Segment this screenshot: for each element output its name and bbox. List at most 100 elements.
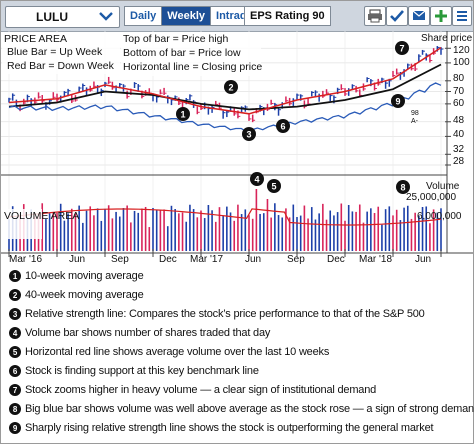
red-bar-note: Red Bar = Down Week: [7, 60, 114, 72]
tab-weekly[interactable]: Weekly: [161, 6, 212, 26]
check-button[interactable]: [386, 6, 408, 26]
legend-item: 5 Horizontal red line shows average volum…: [9, 344, 329, 360]
price-area-backdrop: [2, 32, 120, 74]
volume-tick: 25,000,000: [406, 192, 457, 203]
symbol-selector[interactable]: LULU: [5, 6, 120, 28]
price-tick: 70: [453, 86, 465, 97]
x-label: Mar '18: [359, 254, 393, 265]
legend-item: 2 40-week moving average: [9, 287, 144, 303]
legend-item: 7 Stock zooms higher in heavy volume — a …: [9, 382, 376, 398]
price-tick: 100: [453, 57, 470, 68]
share-price-label: Share price: [421, 33, 473, 44]
x-label: Dec: [159, 254, 177, 265]
number-badge: 1: [9, 270, 21, 282]
legend-text: 40-week moving average: [25, 289, 144, 301]
legend-text: Big blue bar shows volume was well above…: [25, 403, 474, 415]
legend-text: Sharply rising relative strength line sh…: [25, 422, 434, 434]
marker-number: 2: [228, 83, 233, 93]
marker-number: 9: [395, 97, 400, 107]
bar-high-note: Top of bar = Price high: [123, 33, 229, 45]
legend-item: 6 Stock is finding support at this key be…: [9, 363, 259, 379]
legend-text: Horizontal red line shows average volume…: [25, 346, 330, 358]
x-label: Jun: [415, 254, 432, 265]
printer-icon: [368, 9, 382, 23]
x-label: Jun: [245, 254, 262, 265]
check-icon: [390, 10, 404, 22]
marker-number: 3: [246, 130, 251, 140]
40-week-moving-average-line: [8, 63, 442, 111]
marker-number: 1: [180, 110, 185, 120]
chevron-down-icon[interactable]: [96, 9, 116, 24]
number-badge: 6: [9, 365, 21, 377]
price-tick: 120: [453, 45, 470, 56]
price-tick: 60: [453, 98, 465, 109]
price-tick: 28: [453, 156, 465, 167]
volume-tick: 6,000,000: [417, 211, 462, 222]
menu-icon: [457, 11, 467, 21]
symbol-text: LULU: [36, 10, 68, 24]
callout-marker-4: 4: [250, 172, 264, 186]
number-badge: 7: [9, 384, 21, 396]
number-badge: 4: [9, 327, 21, 339]
rs-rating-grade: A-: [411, 118, 418, 125]
x-label: Mar '17: [190, 254, 224, 265]
blue-bar-note: Blue Bar = Up Week: [7, 46, 103, 58]
legend-item: 8 Big blue bar shows volume was well abov…: [9, 401, 474, 417]
plus-icon: [435, 10, 447, 22]
bar-low-note: Bottom of bar = Price low: [123, 47, 241, 59]
add-button[interactable]: [430, 6, 452, 26]
number-badge: 9: [9, 422, 21, 434]
marker-circle: [267, 179, 281, 193]
marker-number: 8: [400, 183, 405, 193]
x-label: Dec: [327, 254, 345, 265]
callout-marker-6: 6: [276, 119, 290, 133]
relative-strength-line: [8, 82, 442, 133]
x-label: Sep: [111, 254, 129, 265]
marker-number: 4: [254, 175, 259, 185]
rs-rating-value: 98: [411, 110, 419, 117]
callout-marker-8: 8: [396, 180, 410, 194]
legend-text: Stock zooms higher in heavy volume — a c…: [25, 384, 377, 396]
marker-number: 7: [399, 44, 404, 54]
marker-circle: [396, 180, 410, 194]
legend-text: 10-week moving average: [25, 270, 144, 282]
legend-item: 3 Relative strength line: Compares the st…: [9, 306, 425, 322]
volume-area-backdrop: [2, 209, 42, 239]
price-tick: 80: [453, 73, 465, 84]
price-tick: 40: [453, 129, 465, 140]
number-badge: 3: [9, 308, 21, 320]
legend-text: Relative strength line: Compares the sto…: [25, 308, 425, 320]
marker-circle: [242, 127, 256, 141]
callout-marker-5: 5: [267, 179, 281, 193]
marker-circle: [250, 172, 264, 186]
marker-circle: [395, 41, 409, 55]
10-week-moving-average-line: [8, 46, 442, 115]
volume-average-line: [8, 208, 442, 226]
email-button[interactable]: [408, 6, 430, 26]
period-tabs: Daily Weekly Intraday: [124, 6, 265, 26]
legend-text: Volume bar shows number of shares traded…: [25, 327, 271, 339]
price-area-title: PRICE AREA: [4, 33, 68, 45]
x-label: Sep: [287, 254, 305, 265]
marker-circle: [391, 94, 405, 108]
toolbar: LULU Daily Weekly Intraday EPS Rating 90: [1, 1, 473, 32]
marker-number: 6: [280, 122, 285, 132]
callout-marker-9: 9: [391, 94, 405, 108]
callout-marker-2: 2: [224, 80, 238, 94]
callout-marker-1: 1: [176, 107, 190, 121]
x-label: Jun: [69, 254, 86, 265]
volume-label: Volume: [426, 181, 460, 192]
callout-marker-3: 3: [242, 127, 256, 141]
tab-daily[interactable]: Daily: [124, 6, 163, 26]
marker-circle: [176, 107, 190, 121]
x-label: Mar '16: [9, 254, 43, 265]
price-tick: 32: [453, 144, 465, 155]
legend-item: 9 Sharply rising relative strength line s…: [9, 420, 434, 436]
legend-item: 4 Volume bar shows number of shares trade…: [9, 325, 270, 341]
number-badge: 2: [9, 289, 21, 301]
print-button[interactable]: [364, 6, 386, 26]
bar-close-note: Horizontal line = Closing price: [123, 61, 263, 73]
menu-button[interactable]: [452, 6, 472, 26]
envelope-icon: [412, 10, 426, 20]
